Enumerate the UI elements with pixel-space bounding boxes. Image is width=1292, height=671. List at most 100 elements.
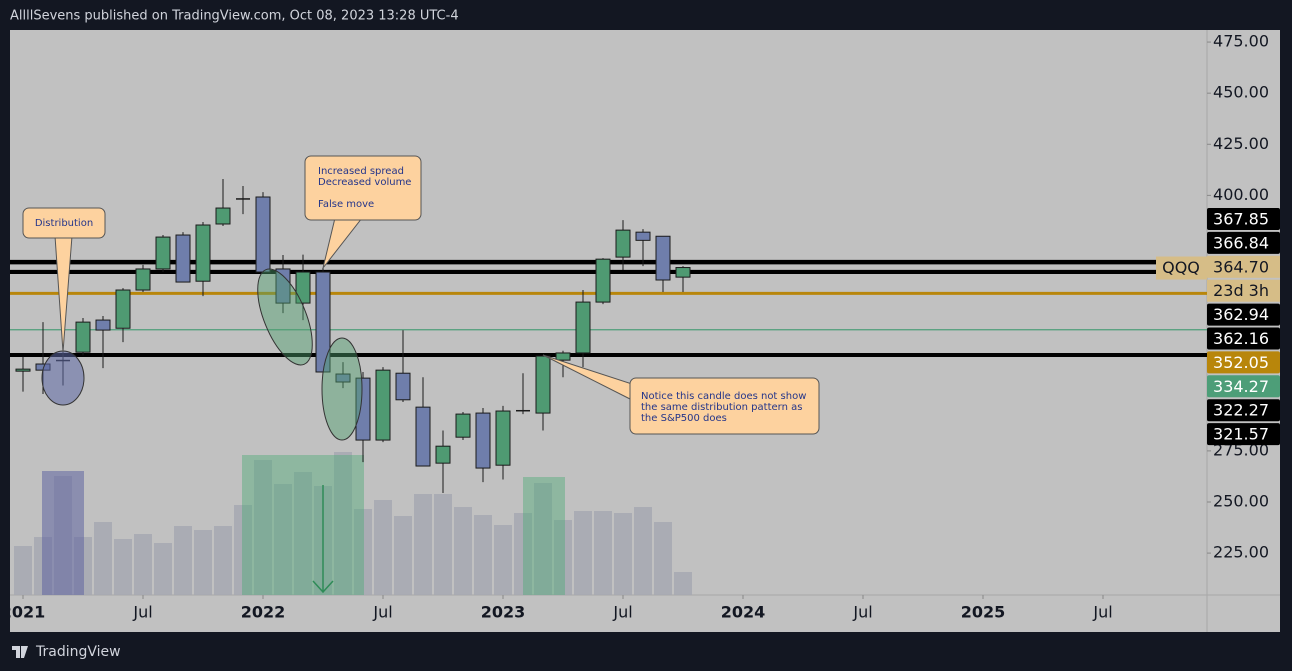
x-tick-label: Jul: [852, 603, 872, 622]
price-label-box: [1207, 255, 1280, 278]
annotation: the same distribution pattern as: [641, 402, 802, 413]
price-label: 362.16: [1213, 329, 1269, 348]
y-tick-label: 450.00: [1213, 83, 1269, 102]
arrow-head: [312, 580, 334, 594]
footer-logo: TradingView: [35, 644, 121, 660]
volume-bar: [674, 572, 692, 595]
annotation: Distribution: [35, 218, 93, 229]
y-tick-label: 250.00: [1213, 491, 1269, 510]
highlight-box: [42, 471, 84, 595]
logo-icon: [12, 646, 28, 658]
volume-bar: [274, 484, 292, 595]
candle-body: [395, 372, 411, 401]
candle-body: [115, 289, 131, 329]
volume-bar: [614, 513, 632, 595]
candle-body: [135, 268, 151, 291]
candle-body: [475, 412, 491, 469]
candle-body: [455, 413, 471, 438]
volume-bar: [594, 511, 612, 595]
volume-bar: [234, 505, 252, 595]
volume-bar: [254, 460, 272, 595]
volume-bar: [354, 509, 372, 595]
callout: [629, 377, 820, 435]
x-tick-label: 2021: [1, 603, 46, 622]
header: AllllSevens published on TradingView.com…: [10, 9, 459, 24]
price-label-box: [1207, 327, 1280, 350]
x-tick-label: 2022: [241, 603, 286, 622]
price-label-box: [1207, 375, 1280, 398]
price-label-box: [1207, 303, 1280, 326]
candle-body: [595, 258, 611, 303]
candle-body: [15, 368, 31, 372]
price-label: 322.27: [1213, 401, 1269, 420]
volume-bar: [434, 494, 452, 595]
candle-body: [275, 268, 291, 304]
y-tick-label: 275.00: [1213, 440, 1269, 459]
candle-body: [535, 355, 551, 414]
candles: [15, 179, 691, 493]
volume-bar: [494, 525, 512, 595]
x-tick-label: Jul: [1092, 603, 1112, 622]
candle-body: [335, 373, 351, 383]
annotation: Decreased volume: [318, 177, 411, 188]
x-tick-label: 2025: [961, 603, 1006, 622]
price-label-box: [1207, 231, 1280, 254]
candle-body: [615, 229, 631, 258]
price-label-box: [1207, 208, 1280, 230]
y-tick-label: 400.00: [1213, 185, 1269, 204]
volume-bar: [414, 494, 432, 595]
volume-bar: [134, 534, 152, 595]
ellipse: [321, 337, 363, 441]
candle-body: [575, 301, 591, 354]
volume-bar: [214, 526, 232, 595]
x-tick-label: Jul: [612, 603, 632, 622]
volume-bar: [534, 483, 552, 595]
candle-body: [175, 234, 191, 283]
volume-bar: [94, 522, 112, 595]
volume-bar: [154, 543, 172, 595]
volume-bar: [194, 530, 212, 595]
callout: [304, 155, 422, 221]
ellipse: [41, 350, 85, 406]
price-label: 364.70: [1213, 257, 1269, 276]
y-tick-label: 475.00: [1213, 32, 1269, 51]
highlight-box: [523, 477, 565, 595]
symbol-label: QQQ: [1162, 258, 1200, 277]
candle-body: [435, 445, 451, 464]
x-tick-label: Jul: [372, 603, 392, 622]
x-axis: 2021 Jul 2022 Jul 2023 Jul 2024 Jul 2025 Jul: [1, 595, 1113, 622]
drawings: Distribution Increased spread Decreased …: [22, 155, 820, 441]
price-label: 362.94: [1213, 305, 1269, 324]
candle-body: [95, 319, 111, 331]
candle-body: [355, 377, 371, 441]
price-label-box: [1207, 423, 1280, 446]
volume-bar: [514, 513, 532, 595]
volume-bar: [334, 452, 352, 595]
x-tick-label: 2023: [481, 603, 526, 622]
volume-bar: [654, 522, 672, 595]
price-label: 334.27: [1213, 377, 1269, 396]
ellipse: [257, 268, 313, 366]
annotation: False move: [318, 199, 374, 210]
candle-body: [415, 406, 431, 467]
candle-body: [255, 196, 271, 273]
volume-bar: [474, 515, 492, 595]
x-tick-label: 2024: [721, 603, 766, 622]
candle-body: [655, 235, 671, 281]
price-label: 352.05: [1213, 353, 1269, 372]
candle-body: [75, 321, 91, 353]
countdown-box: [1207, 279, 1280, 302]
price-label-box: [1207, 399, 1280, 422]
candle-body: [375, 369, 391, 441]
volume-bar: [14, 546, 32, 595]
candle-body: [155, 236, 171, 270]
countdown: 23d 3h: [1213, 281, 1269, 300]
volume-bar: [374, 500, 392, 595]
highlight-box: [242, 455, 364, 595]
volume-bar: [294, 472, 312, 595]
volume-bar: [174, 526, 192, 595]
symbol-box: [1156, 256, 1207, 280]
axes: 475.00 450.00 425.00 400.00 275.00 250.00 225.…: [1, 32, 1280, 622]
candle-body: [555, 352, 571, 361]
volume-bar: [554, 520, 572, 595]
